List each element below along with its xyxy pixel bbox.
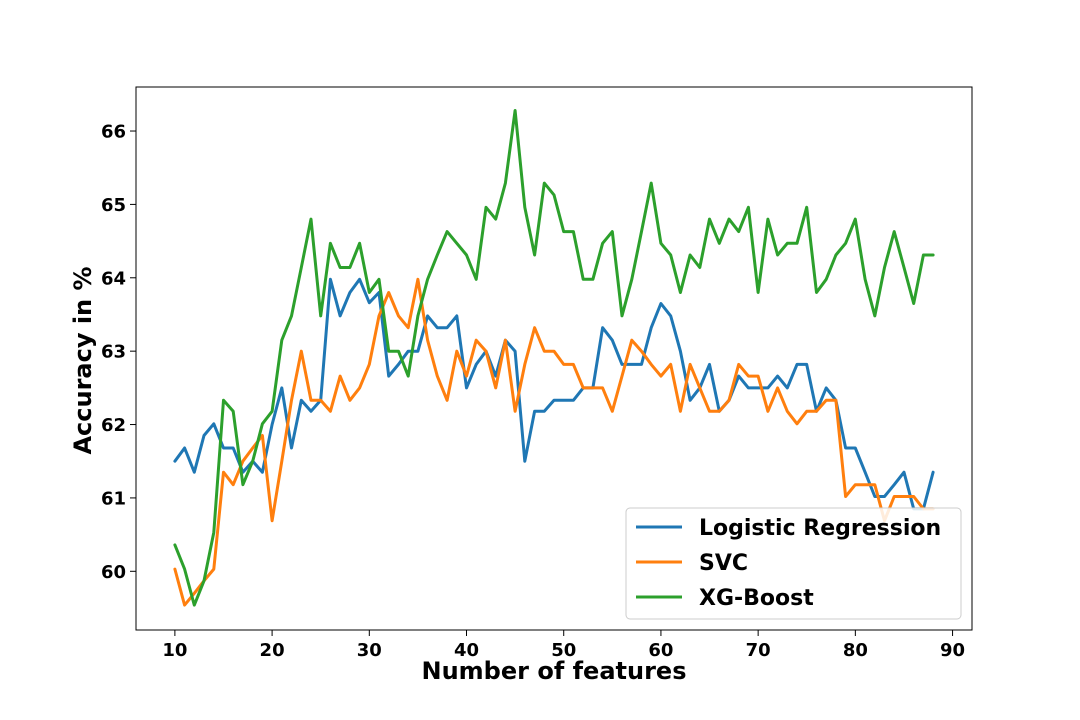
x-tick-label: 10 [162, 640, 187, 661]
y-tick-label: 63 [101, 342, 126, 363]
y-tick-label: 62 [101, 415, 126, 436]
x-tick-label: 30 [357, 640, 382, 661]
x-tick-label: 50 [551, 640, 576, 661]
x-tick-label: 70 [746, 640, 771, 661]
legend-label: Logistic Regression [699, 516, 941, 541]
legend-label: SVC [699, 551, 748, 576]
x-axis-label: Number of features [422, 657, 687, 685]
x-tick-label: 80 [843, 640, 868, 661]
plot-area-frame [135, 86, 973, 631]
series-line-logistic-regression [173, 277, 935, 511]
legend: Logistic Regression SVC XG-Boost [625, 507, 962, 620]
series-line-svc [173, 277, 935, 607]
y-tick-label: 65 [101, 195, 126, 216]
y-tick-label: 61 [101, 488, 126, 509]
x-tick-label: 20 [260, 640, 285, 661]
y-axis-label: Accuracy in % [69, 266, 97, 454]
legend-label: XG-Boost [699, 586, 814, 611]
x-tick-label: 40 [454, 640, 479, 661]
axis-ticks: 10 20 30 40 50 60 70 80 90 60 61 62 63 64 65 66 [101, 122, 965, 661]
x-tick-label: 90 [940, 640, 965, 661]
legend-box [625, 507, 962, 620]
y-tick-label: 64 [101, 268, 126, 289]
series-line-xg-boost [173, 109, 935, 607]
x-tick-label: 60 [648, 640, 673, 661]
y-tick-label: 60 [101, 562, 126, 583]
series-lines [173, 109, 935, 607]
y-tick-label: 66 [101, 122, 126, 143]
